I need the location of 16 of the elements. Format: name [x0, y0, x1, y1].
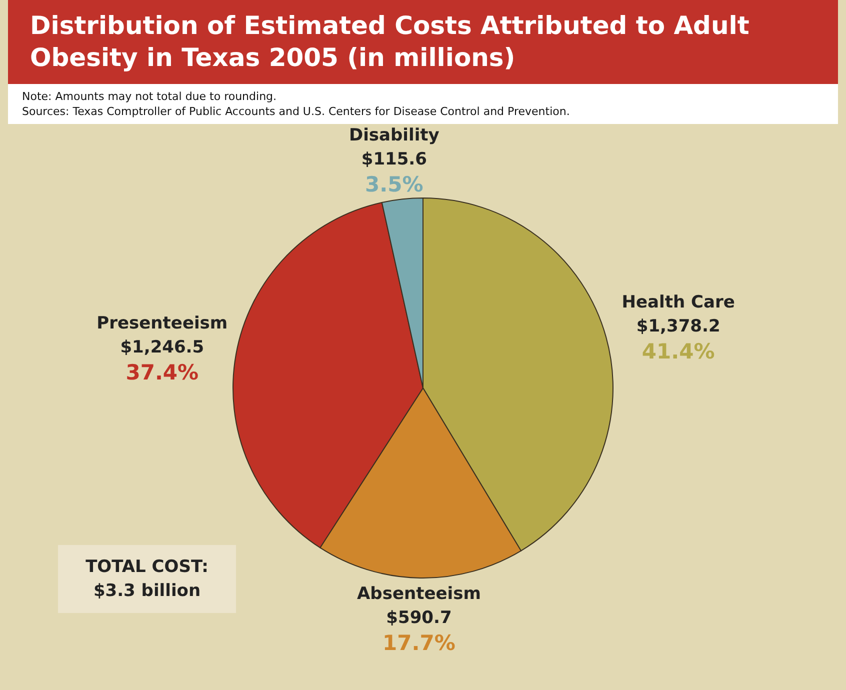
source-note: Sources: Texas Comptroller of Public Accounts and U.S. Centers for Disease Control and Prevention.	[22, 104, 571, 119]
slice-label: Presenteeism	[96, 313, 228, 334]
text: 41.4%	[642, 339, 715, 364]
text: 37.4%	[126, 360, 199, 384]
text: 17.7%	[382, 630, 456, 655]
data-label: $590.7	[386, 608, 452, 628]
data-label: $1,378.2	[636, 316, 720, 336]
slice-label: Disability	[348, 125, 440, 146]
slice-label: Health Care	[622, 292, 735, 312]
text: TOTAL COST: $3.3 billion	[58, 545, 236, 613]
data-label: $115.6	[361, 149, 427, 170]
data-label: $1,246.5	[120, 337, 204, 358]
text: 3.5%	[365, 172, 424, 196]
slice-label: Absenteeism	[357, 584, 481, 604]
chart-title: Distribution of Estimated Costs Attributed to Adult Obesity in Texas 2005 (in millions)	[8, 0, 838, 84]
chart-subtitle: Note: Amounts may not total due to rounding.	[22, 89, 278, 104]
